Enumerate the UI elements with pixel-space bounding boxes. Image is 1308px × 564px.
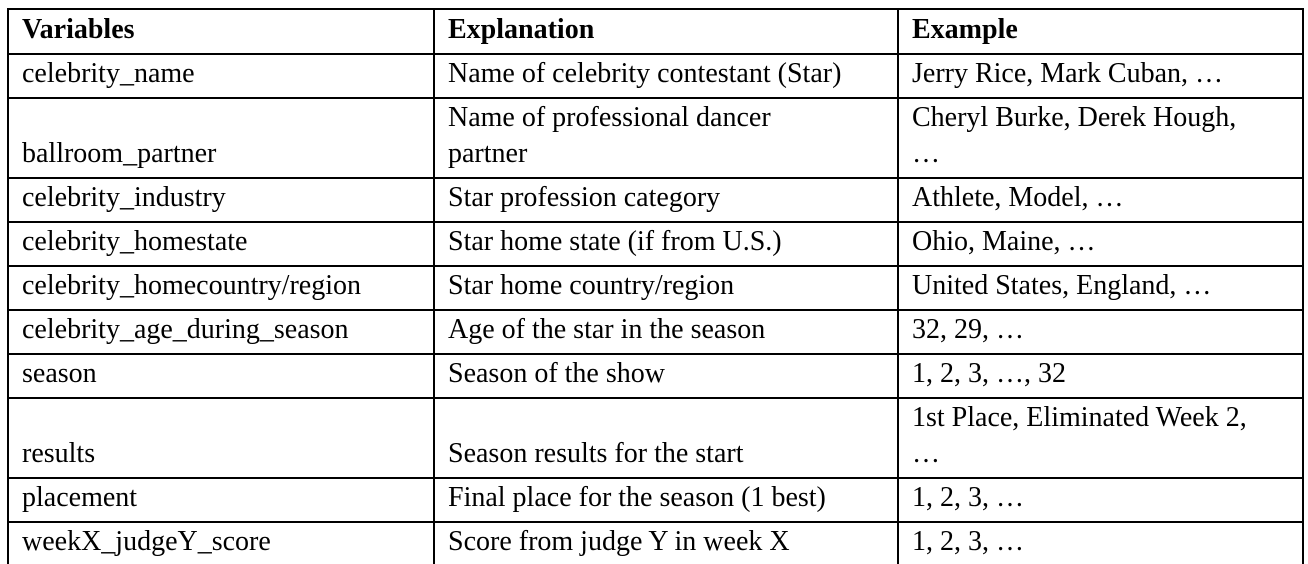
explanation-cell: Name of professional dancer partner: [433, 97, 899, 179]
column-header-explanation: Explanation: [433, 8, 899, 55]
example-cell: 1, 2, 3, …: [897, 477, 1304, 523]
table-row: celebrity_homestate Star home state (if …: [7, 221, 1304, 267]
table-row: celebrity_homecountry/region Star home c…: [7, 265, 1304, 311]
variable-cell: celebrity_homestate: [7, 221, 435, 267]
example-cell: 1, 2, 3, …: [897, 521, 1304, 564]
table-row: ballroom_partner Name of professional da…: [7, 97, 1304, 179]
header-row: Variables Explanation Example: [7, 8, 1304, 55]
explanation-cell: Star home state (if from U.S.): [433, 221, 899, 267]
explanation-cell: Age of the star in the season: [433, 309, 899, 355]
variable-cell: season: [7, 353, 435, 399]
explanation-cell: Star home country/region: [433, 265, 899, 311]
variable-cell: results: [7, 397, 435, 479]
table-row: placement Final place for the season (1 …: [7, 477, 1304, 523]
explanation-cell: Season results for the start: [433, 397, 899, 479]
example-cell: Jerry Rice, Mark Cuban, …: [897, 53, 1304, 99]
table-row: season Season of the show 1, 2, 3, …, 32: [7, 353, 1304, 399]
explanation-cell: Final place for the season (1 best): [433, 477, 899, 523]
variable-cell: weekX_judgeY_score: [7, 521, 435, 564]
column-header-variables: Variables: [7, 8, 435, 55]
table-row: celebrity_age_during_season Age of the s…: [7, 309, 1304, 355]
table-row: results Season results for the start 1st…: [7, 397, 1304, 479]
variable-cell: placement: [7, 477, 435, 523]
variable-cell: celebrity_homecountry/region: [7, 265, 435, 311]
example-cell: United States, England, …: [897, 265, 1304, 311]
example-cell: 32, 29, …: [897, 309, 1304, 355]
variables-table: Variables Explanation Example celebrity_…: [7, 8, 1304, 564]
explanation-cell: Star profession category: [433, 177, 899, 223]
example-cell: Ohio, Maine, …: [897, 221, 1304, 267]
explanation-cell: Name of celebrity contestant (Star): [433, 53, 899, 99]
variable-cell: ballroom_partner: [7, 97, 435, 179]
table-row: celebrity_name Name of celebrity contest…: [7, 53, 1304, 99]
example-cell: Athlete, Model, …: [897, 177, 1304, 223]
variable-cell: celebrity_name: [7, 53, 435, 99]
example-cell: Cheryl Burke, Derek Hough, …: [897, 97, 1304, 179]
example-cell: 1, 2, 3, …, 32: [897, 353, 1304, 399]
table-body: celebrity_name Name of celebrity contest…: [7, 53, 1304, 564]
table-row: weekX_judgeY_score Score from judge Y in…: [7, 521, 1304, 564]
variable-cell: celebrity_industry: [7, 177, 435, 223]
variable-cell: celebrity_age_during_season: [7, 309, 435, 355]
column-header-example: Example: [897, 8, 1304, 55]
explanation-cell: Season of the show: [433, 353, 899, 399]
table-row: celebrity_industry Star profession categ…: [7, 177, 1304, 223]
example-cell: 1st Place, Eliminated Week 2, …: [897, 397, 1304, 479]
explanation-cell: Score from judge Y in week X: [433, 521, 899, 564]
